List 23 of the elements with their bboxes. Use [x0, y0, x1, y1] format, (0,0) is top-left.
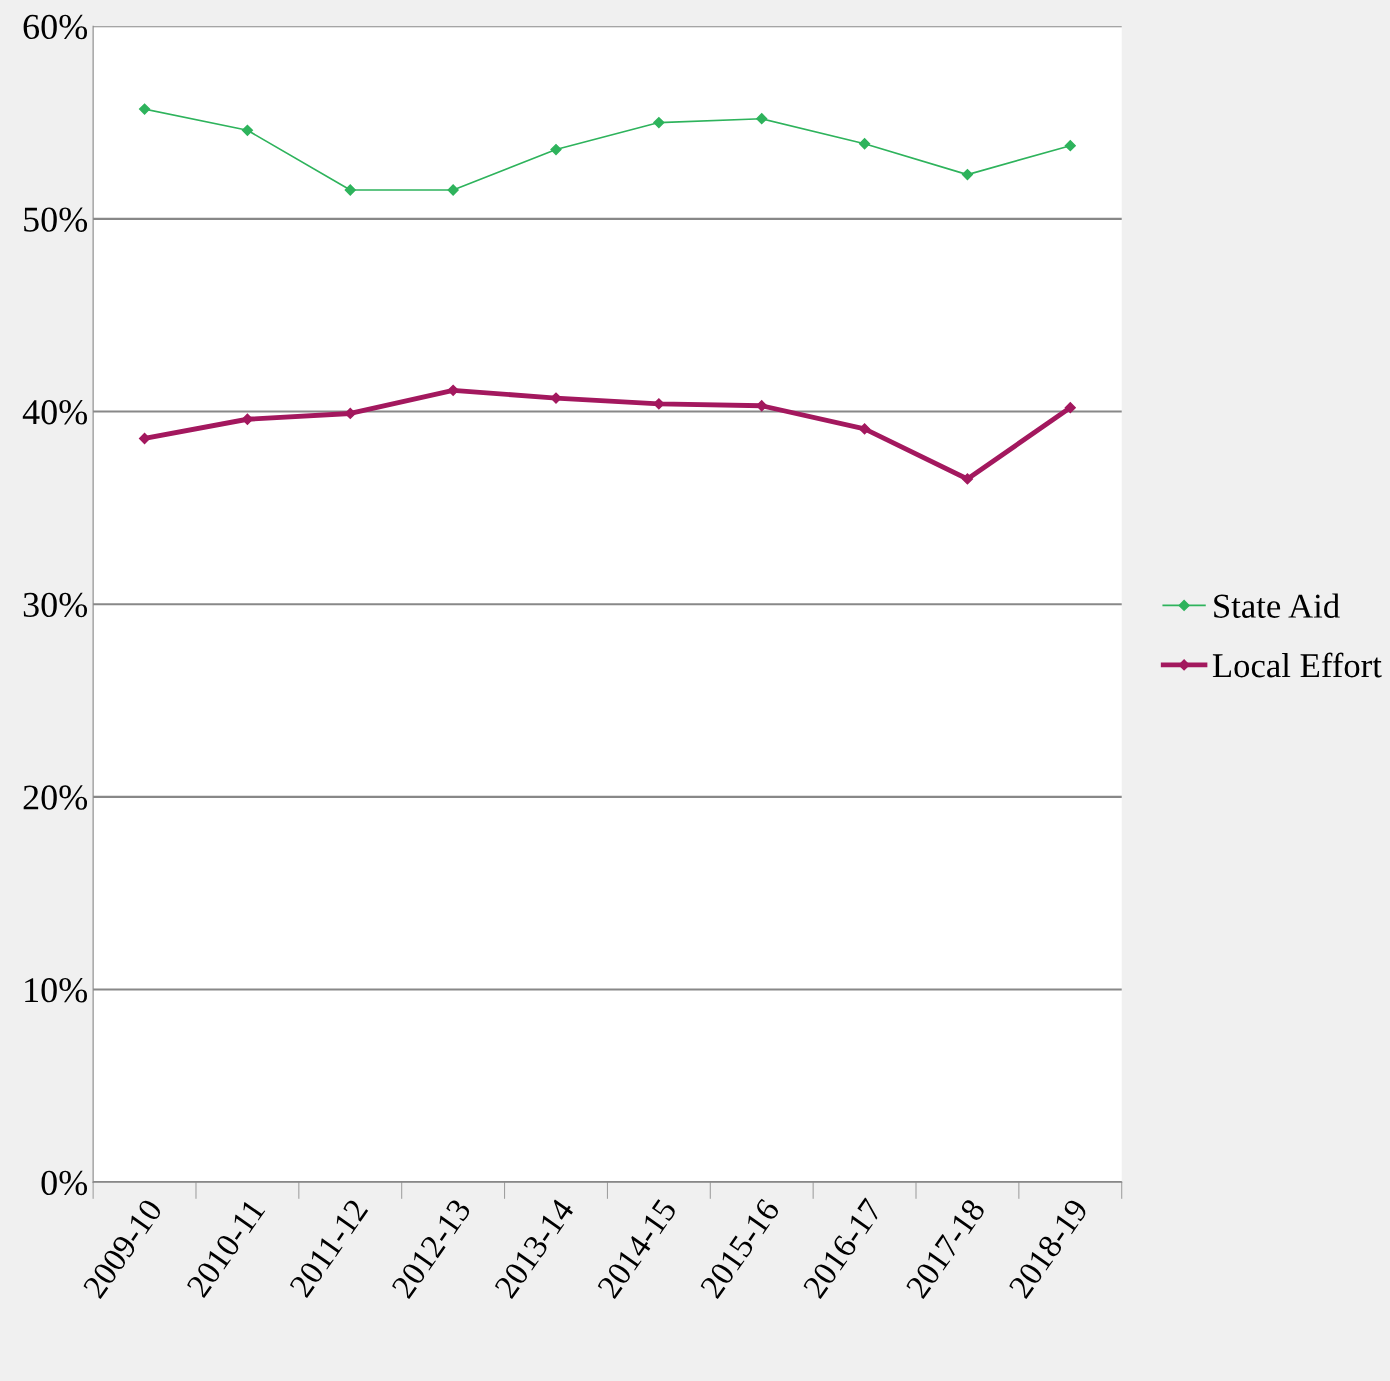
y-tick-label: 50% — [24, 207, 88, 232]
point — [756, 113, 768, 125]
legend-label: Local Effort — [1212, 652, 1382, 678]
y-tick-label: 0% — [41, 1170, 88, 1196]
point — [961, 168, 974, 181]
y-tick-label: 60% — [23, 14, 88, 40]
y-tick-label: 10% — [25, 978, 88, 1003]
point — [961, 473, 974, 485]
point — [447, 384, 459, 396]
y-tick-label: 30% — [23, 592, 88, 618]
point — [653, 116, 665, 129]
point — [1064, 140, 1076, 152]
point — [447, 184, 459, 196]
point — [1064, 402, 1076, 414]
point — [550, 143, 562, 156]
point — [241, 124, 254, 136]
point — [858, 423, 871, 435]
point — [858, 138, 871, 150]
point — [344, 184, 356, 196]
legend-label: State Aid — [1214, 593, 1340, 618]
y-tick-label: 40% — [22, 400, 88, 425]
y-tick-label: 20% — [23, 785, 88, 810]
point — [138, 103, 151, 115]
